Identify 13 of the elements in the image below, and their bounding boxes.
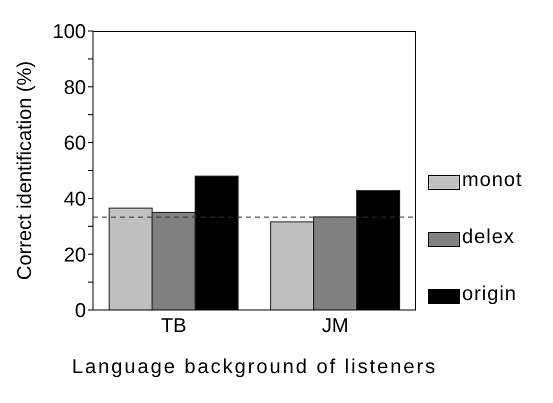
x-tick-label: TB <box>160 315 187 338</box>
y-axis-title: Correct identification (%) <box>14 61 36 280</box>
y-tick-label: 0 <box>74 300 86 322</box>
y-tick-label: 100 <box>52 21 86 44</box>
legend-label: monot <box>462 169 523 192</box>
x-axis-title: Language background of listeners <box>72 356 438 378</box>
legend-label: delex <box>462 226 515 249</box>
y-tick-label: 60 <box>64 132 86 155</box>
y-tick-label: 20 <box>64 244 86 266</box>
y-tick-label: 40 <box>64 188 86 210</box>
y-tick-label: 80 <box>64 76 86 99</box>
legend-label: origin <box>462 283 517 306</box>
x-tick-label: JM <box>322 315 349 338</box>
